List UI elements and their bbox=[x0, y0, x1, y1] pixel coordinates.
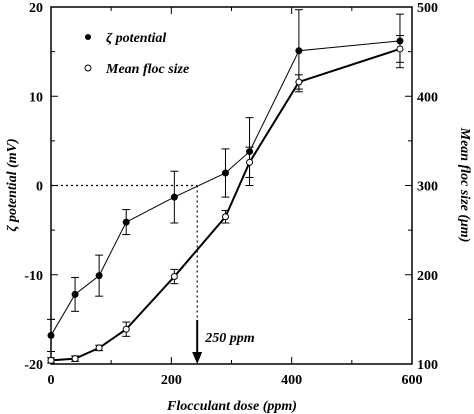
zeta-point bbox=[221, 169, 229, 177]
zeta-point bbox=[170, 193, 178, 201]
x-tick-label: 600 bbox=[402, 373, 423, 388]
zeta-point bbox=[71, 290, 79, 298]
series-zeta-potential bbox=[47, 9, 404, 353]
y-right-tick-label: 200 bbox=[417, 269, 438, 284]
y-left-tick-label: -10 bbox=[24, 269, 43, 284]
reference-lines bbox=[51, 184, 198, 318]
dose-annotation: 250 ppm bbox=[192, 320, 255, 364]
annotation-arrow-head bbox=[192, 352, 203, 364]
plot-frame bbox=[50, 6, 413, 365]
zeta-point bbox=[295, 47, 303, 55]
floc-point bbox=[95, 344, 103, 352]
y-left-tick-label: 10 bbox=[29, 90, 43, 105]
y-right-tick-label: 300 bbox=[417, 180, 438, 195]
legend: ζ potential Mean floc size bbox=[84, 31, 189, 77]
legend-marker-floc bbox=[84, 64, 92, 72]
zeta-point bbox=[95, 272, 103, 280]
y-axis-label-left: ζ potential (mV) bbox=[5, 138, 20, 231]
x-tick-label: 0 bbox=[48, 373, 55, 388]
legend-label-floc: Mean floc size bbox=[105, 62, 189, 77]
series-mean-floc-size bbox=[47, 35, 404, 364]
x-tick-label: 200 bbox=[161, 373, 182, 388]
floc-point bbox=[221, 213, 229, 221]
zeta-point bbox=[122, 218, 130, 226]
y-right-tick-label: 500 bbox=[417, 1, 438, 16]
annotation-label: 250 ppm bbox=[204, 331, 255, 346]
y-right-tick-label: 100 bbox=[417, 358, 438, 373]
floc-point bbox=[396, 45, 404, 53]
y-left-tick-label: -20 bbox=[24, 358, 43, 373]
floc-point bbox=[170, 273, 178, 281]
x-tick-label: 400 bbox=[281, 373, 302, 388]
floc-point bbox=[47, 356, 55, 364]
axis-ticks: 0 200 400 600 -20 -10 0 10 20 100 200 300 400 500 bbox=[24, 1, 438, 388]
y-axis-label-right: Mean floc size (μm) bbox=[457, 127, 472, 243]
floc-point bbox=[71, 355, 79, 363]
floc-point bbox=[122, 325, 130, 333]
floc-point bbox=[295, 78, 303, 86]
y-left-tick-label: 20 bbox=[29, 1, 43, 16]
zeta-point bbox=[47, 331, 55, 339]
y-left-tick-label: 0 bbox=[36, 180, 43, 195]
floc-line bbox=[50, 47, 401, 362]
legend-marker-zeta bbox=[85, 34, 91, 40]
legend-label-zeta: ζ potential bbox=[106, 31, 166, 46]
floc-point bbox=[246, 158, 254, 166]
y-right-tick-label: 400 bbox=[417, 90, 438, 105]
x-axis-label: Flocculant dose (ppm) bbox=[166, 399, 297, 414]
